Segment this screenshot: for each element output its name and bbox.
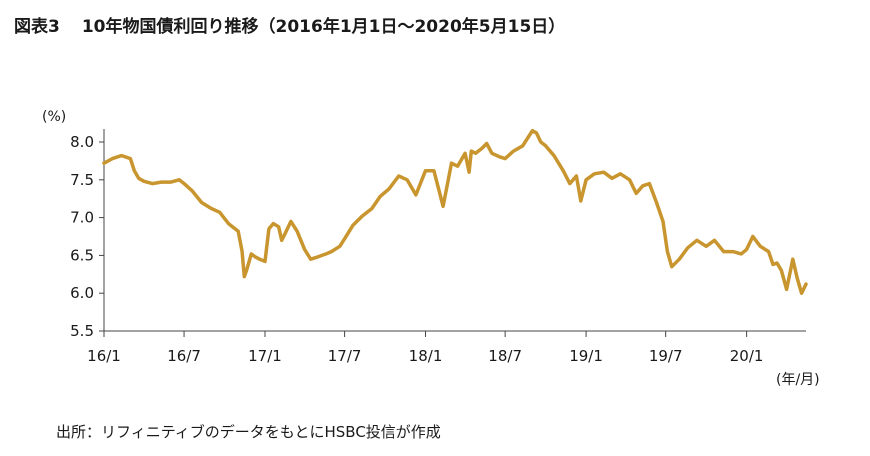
y-tick-label: 6.0: [70, 284, 94, 302]
y-tick-label: 8.0: [70, 133, 94, 151]
x-tick-label: 17/7: [328, 347, 362, 365]
x-tick-label: 18/7: [488, 347, 522, 365]
x-tick-label: 17/1: [248, 347, 282, 365]
y-axis-unit-label: (%): [42, 109, 66, 125]
x-axis-unit-label: (年/月): [776, 372, 820, 388]
x-tick-label: 16/1: [87, 347, 121, 365]
y-tick-layer: 5.5 6.0 6.5 7.0 7.5 8.0: [70, 133, 104, 340]
x-tick-label: 19/1: [569, 347, 603, 365]
yield-series-line: [102, 128, 808, 295]
figure-title-text: 10年物国債利回り推移（2016年1月1日～2020年5月15日）: [81, 17, 566, 37]
x-tick-label: 18/1: [409, 347, 443, 365]
figure-number: 図表3: [14, 17, 60, 37]
y-tick-label: 5.5: [70, 322, 94, 340]
y-tick-label: 7.0: [70, 209, 94, 227]
source-note: 出所：リフィニティブのデータをもとにHSBC投信が作成: [56, 423, 441, 441]
x-tick-label: 16/7: [167, 347, 201, 365]
x-tick-label: 19/7: [649, 347, 683, 365]
x-tick-layer: 16/1 16/7 17/1 17/7 18/1 18/7 19/1 19/7 20/1: [87, 331, 763, 365]
figure-title: 図表3 10年物国債利回り推移（2016年1月1日～2020年5月15日）: [14, 12, 565, 37]
y-tick-label: 6.5: [70, 246, 94, 264]
x-tick-label: 20/1: [730, 347, 764, 365]
y-tick-label: 7.5: [70, 171, 94, 189]
series-layer: [102, 128, 808, 295]
